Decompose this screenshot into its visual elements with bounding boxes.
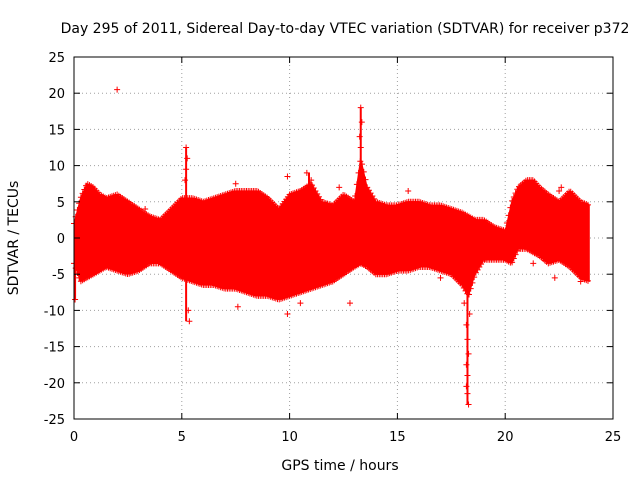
data-point	[584, 201, 591, 208]
outlier-point	[284, 311, 291, 318]
outlier-point	[405, 187, 412, 194]
outlier-point	[114, 86, 121, 93]
outlier-point	[463, 383, 470, 390]
y-tick-label: 20	[48, 87, 65, 102]
data-point	[350, 198, 357, 205]
x-tick-label: 10	[281, 430, 298, 445]
chart-title: Day 295 of 2011, Sidereal Day-to-day VTE…	[61, 21, 630, 37]
data-point	[353, 181, 360, 188]
data-point	[584, 277, 591, 284]
y-tick-label: 5	[57, 196, 65, 211]
outlier-point	[558, 184, 565, 191]
outlier-point	[556, 187, 563, 194]
outlier-point	[461, 300, 468, 307]
y-tick-label: 25	[48, 51, 65, 66]
outlier-point	[284, 173, 291, 180]
axis-ticks: 0 5 10 15 20 25 -25 -20 -15 -10 -5 0 5 10 15 20 25	[44, 51, 622, 445]
y-tick-label: 0	[57, 232, 65, 247]
outlier-point	[530, 260, 537, 267]
data-point	[467, 285, 474, 292]
y-tick-label: -5	[52, 268, 65, 283]
data-point	[509, 197, 516, 204]
outlier-point	[186, 318, 193, 325]
x-tick-label: 25	[605, 430, 622, 445]
outlier-point	[356, 133, 363, 140]
outlier-point	[234, 303, 241, 310]
outlier-point	[184, 155, 191, 162]
y-tick-label: -15	[44, 341, 65, 356]
x-tick-label: 0	[70, 430, 78, 445]
data-point	[505, 212, 512, 219]
data-band	[73, 158, 590, 301]
x-tick-label: 15	[389, 430, 406, 445]
y-tick-label: 10	[48, 160, 65, 175]
y-axis-label: SDTVAR / TECUs	[6, 181, 22, 296]
outlier-point	[577, 278, 584, 285]
data-point	[502, 227, 509, 234]
data-point	[81, 186, 88, 193]
outlier-point	[232, 180, 239, 187]
data-point	[76, 274, 83, 281]
data-point	[362, 176, 369, 183]
data-point	[360, 168, 367, 175]
outlier-point	[346, 300, 353, 307]
outlier-point	[358, 119, 365, 126]
data-point	[76, 200, 83, 207]
outlier-point	[182, 177, 189, 184]
x-axis-label: GPS time / hours	[281, 458, 398, 474]
x-tick-label: 5	[178, 430, 186, 445]
outlier-point	[463, 361, 470, 368]
data-point	[352, 193, 359, 200]
y-tick-label: -20	[44, 377, 65, 392]
data-point	[471, 274, 478, 281]
outlier-point	[142, 206, 149, 213]
outlier-point	[336, 184, 343, 191]
data-point	[510, 193, 517, 200]
y-tick-label: 15	[48, 123, 65, 138]
data-point	[510, 255, 517, 262]
outlier-point	[297, 300, 304, 307]
outlier-point	[465, 350, 472, 357]
data-point	[509, 259, 516, 266]
data-point	[77, 194, 84, 201]
outlier-point	[465, 401, 472, 408]
data-point	[512, 190, 519, 197]
data-point	[79, 190, 86, 197]
data-point	[74, 207, 81, 214]
outlier-point	[463, 321, 470, 328]
y-tick-label: -10	[44, 304, 65, 319]
outlier-point	[551, 274, 558, 281]
data-point	[469, 279, 476, 286]
data-point	[512, 251, 519, 258]
outlier-point	[437, 274, 444, 281]
data-point	[503, 220, 510, 227]
data-series	[71, 86, 591, 408]
data-point	[507, 204, 514, 211]
x-tick-label: 20	[497, 430, 514, 445]
y-tick-label: -25	[44, 413, 65, 428]
